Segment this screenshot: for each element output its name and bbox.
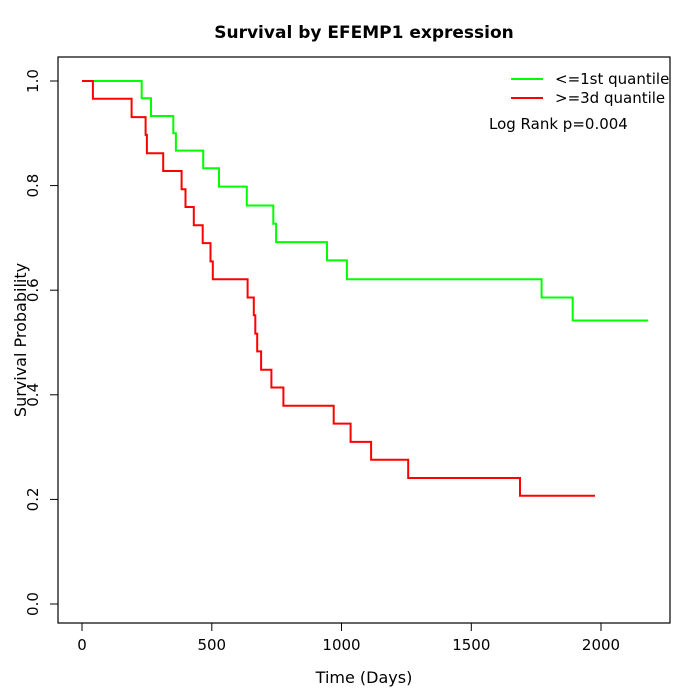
plot-title: Survival by EFEMP1 expression <box>214 23 514 43</box>
x-axis-label: Time (Days) <box>315 668 413 687</box>
x-tick-label: 1500 <box>452 636 490 654</box>
y-tick-label: 0.6 <box>24 278 42 302</box>
y-axis-label: Survival Probability <box>11 263 30 417</box>
legend: <=1st quantile >=3d quantile Log Rank p=… <box>489 70 669 133</box>
legend-label-quantile1: <=1st quantile <box>555 70 669 88</box>
axes: 0 500 1000 1500 2000 0.0 0.2 0.4 0.6 0.8 1.0 <box>24 69 620 654</box>
y-tick-label: 0.0 <box>24 592 42 616</box>
survival-curves <box>82 80 649 497</box>
x-tick-label: 0 <box>77 636 87 654</box>
x-tick-label: 1000 <box>322 636 360 654</box>
survival-curve-quantile1 <box>82 80 649 322</box>
y-tick-label: 0.2 <box>24 487 42 511</box>
y-tick-label: 0.4 <box>24 383 42 407</box>
x-tick-label: 2000 <box>582 636 620 654</box>
plot-box <box>57 56 671 624</box>
logrank-pvalue: Log Rank p=0.004 <box>489 115 628 133</box>
y-tick-label: 1.0 <box>24 69 42 93</box>
x-tick-label: 500 <box>197 636 226 654</box>
survival-curve-quantile3 <box>82 80 595 497</box>
y-tick-label: 0.8 <box>24 174 42 198</box>
legend-label-quantile3: >=3d quantile <box>555 89 665 107</box>
